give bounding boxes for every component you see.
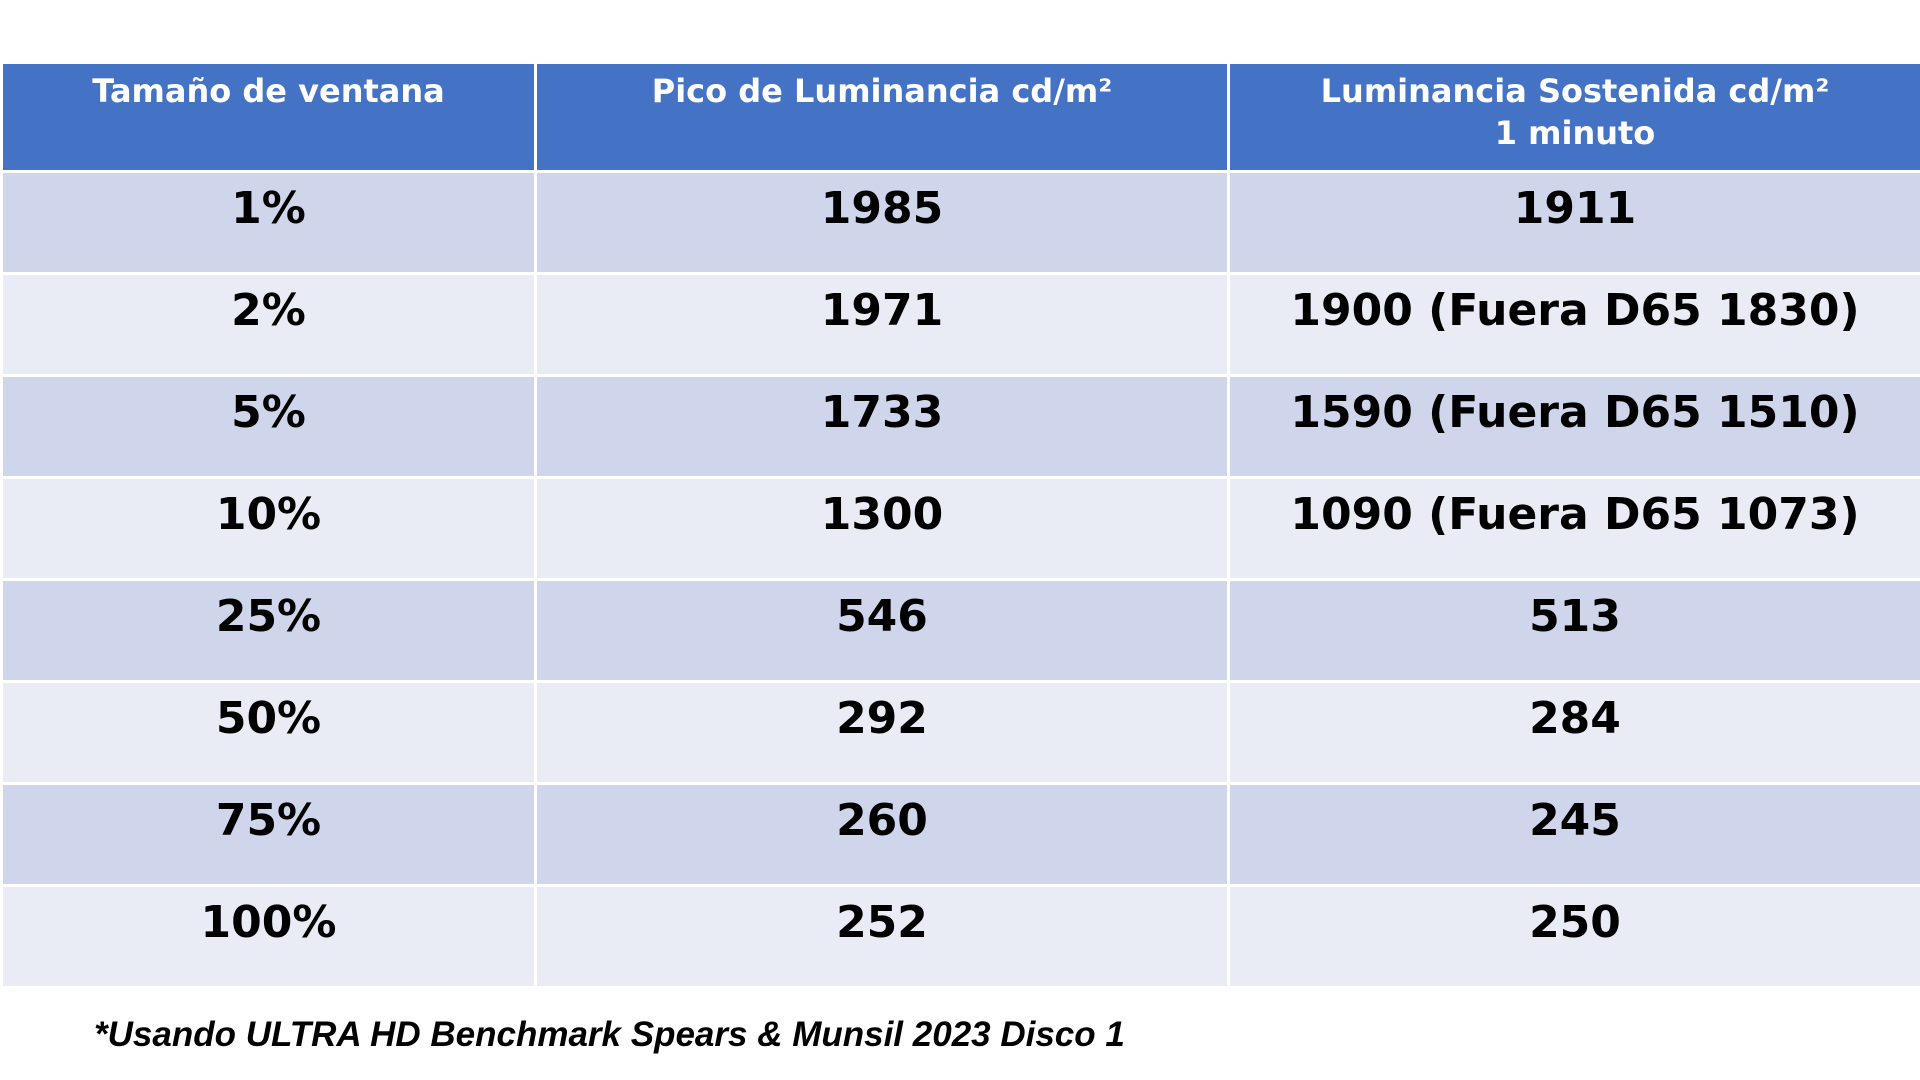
table-cell: 1971 bbox=[534, 272, 1230, 377]
table-cell: 5% bbox=[0, 374, 537, 479]
table-cell: 250 bbox=[1227, 884, 1920, 989]
header-text: Tamaño de ventana bbox=[92, 72, 445, 110]
table-body: 1% 1985 1911 2% 1971 1900 (Fuera D65 1830) 5% 1… bbox=[0, 170, 1920, 989]
table-row: 10% 1300 1090 (Fuera D65 1073) bbox=[0, 476, 1920, 581]
table-cell: 1985 bbox=[534, 170, 1230, 275]
table-cell: 50% bbox=[0, 680, 537, 785]
table-cell: 284 bbox=[1227, 680, 1920, 785]
footnote: *Usando ULTRA HD Benchmark Spears & Muns… bbox=[94, 1015, 1125, 1054]
table-cell: 513 bbox=[1227, 578, 1920, 683]
table-cell: 100% bbox=[0, 884, 537, 989]
table-cell: 546 bbox=[534, 578, 1230, 683]
header-cell: Pico de Luminancia cd/m² bbox=[534, 61, 1230, 173]
table-cell: 1300 bbox=[534, 476, 1230, 581]
table-cell: 252 bbox=[534, 884, 1230, 989]
header-text: 1 minuto bbox=[1494, 114, 1656, 152]
table-cell: 75% bbox=[0, 782, 537, 887]
header-text: Pico de Luminancia cd/m² bbox=[651, 72, 1113, 110]
header-row: Tamaño de ventana Pico de Luminancia cd/m… bbox=[0, 61, 1920, 173]
header-text: Luminancia Sostenida cd/m² bbox=[1320, 72, 1830, 110]
header-cell: Tamaño de ventana bbox=[0, 61, 537, 173]
table-row: 5% 1733 1590 (Fuera D65 1510) bbox=[0, 374, 1920, 479]
table-row: 1% 1985 1911 bbox=[0, 170, 1920, 275]
table-row: 2% 1971 1900 (Fuera D65 1830) bbox=[0, 272, 1920, 377]
table-cell: 1911 bbox=[1227, 170, 1920, 275]
table-cell: 1090 (Fuera D65 1073) bbox=[1227, 476, 1920, 581]
table-cell: 260 bbox=[534, 782, 1230, 887]
table-cell: 1733 bbox=[534, 374, 1230, 479]
table-cell: 2% bbox=[0, 272, 537, 377]
table-cell: 292 bbox=[534, 680, 1230, 785]
table-cell: 10% bbox=[0, 476, 537, 581]
table-cell: 1590 (Fuera D65 1510) bbox=[1227, 374, 1920, 479]
table-cell: 1% bbox=[0, 170, 537, 275]
table-row: 75% 260 245 bbox=[0, 782, 1920, 887]
table-cell: 25% bbox=[0, 578, 537, 683]
table-cell: 1900 (Fuera D65 1830) bbox=[1227, 272, 1920, 377]
luminance-table: Tamaño de ventana Pico de Luminancia cd/m… bbox=[0, 61, 1920, 989]
table-cell: 245 bbox=[1227, 782, 1920, 887]
table-row: 25% 546 513 bbox=[0, 578, 1920, 683]
table-row: 50% 292 284 bbox=[0, 680, 1920, 785]
header-cell: Luminancia Sostenida cd/m² 1 minuto bbox=[1227, 61, 1920, 173]
table-row: 100% 252 250 bbox=[0, 884, 1920, 989]
